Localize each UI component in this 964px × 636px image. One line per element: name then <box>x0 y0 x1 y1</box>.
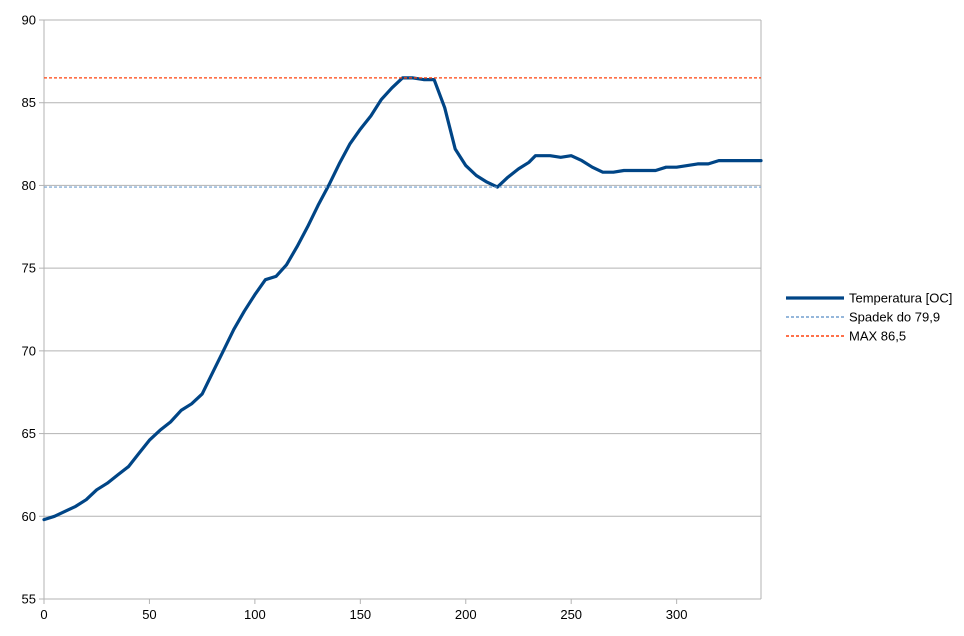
x-tick-label: 50 <box>142 607 156 622</box>
axes <box>39 19 762 604</box>
x-tick-label: 150 <box>349 607 371 622</box>
y-tick-label: 65 <box>22 426 36 441</box>
legend: Temperatura [OC] Spadek do 79,9 MAX 86,5 <box>786 291 952 344</box>
legend-label: Spadek do 79,9 <box>849 310 940 325</box>
x-tick-label: 0 <box>40 607 47 622</box>
y-tick-label: 85 <box>22 95 36 110</box>
y-tick-label: 55 <box>22 592 36 607</box>
series-layer <box>42 76 763 522</box>
y-tick-label: 70 <box>22 343 36 358</box>
y-tick-label: 75 <box>22 261 36 276</box>
x-tick-label: 200 <box>455 607 477 622</box>
tick-labels: 55 60 65 70 75 80 85 90 0 50 100 150 200 250 300 <box>22 13 688 623</box>
y-tick-label: 60 <box>22 509 36 524</box>
x-tick-label: 100 <box>244 607 266 622</box>
y-tick-label: 80 <box>22 178 36 193</box>
series-line-temperature <box>42 76 763 522</box>
y-tick-label: 90 <box>22 13 36 28</box>
x-tick-label: 300 <box>666 607 688 622</box>
legend-label: Temperatura [OC] <box>849 291 952 306</box>
legend-label: MAX 86,5 <box>849 329 906 344</box>
gridlines <box>44 19 761 600</box>
x-tick-label: 250 <box>560 607 582 622</box>
